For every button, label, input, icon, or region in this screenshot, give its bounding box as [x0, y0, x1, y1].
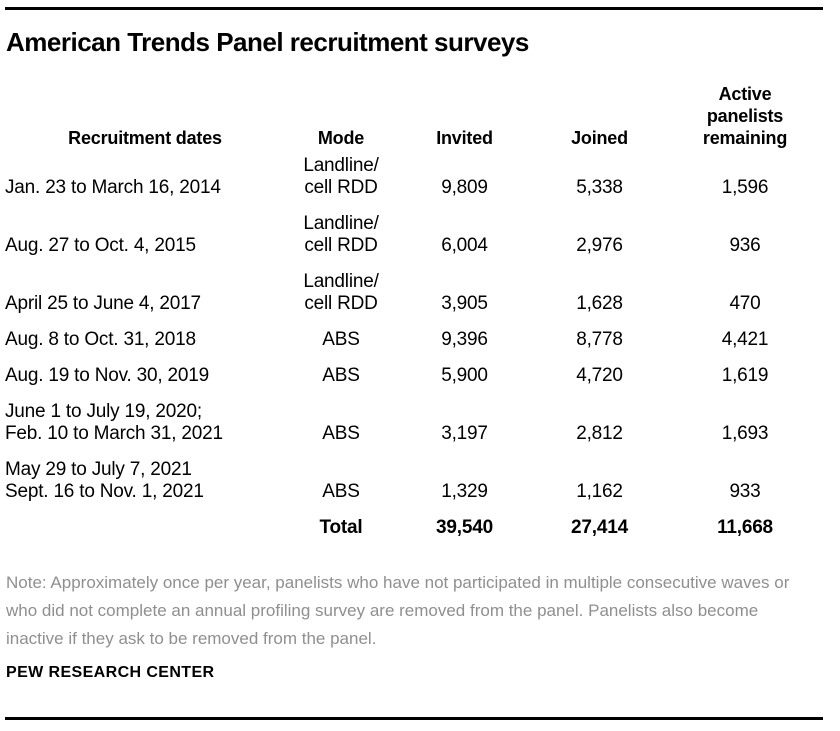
joined-cell: 2,812 — [576, 423, 623, 444]
date-line: Aug. 19 to Nov. 30, 2019 — [5, 365, 209, 386]
table-row: Jan. 23 to March 16, 2014 Landline/ cell… — [5, 155, 823, 213]
note-text: Note: Approximately once per year, panel… — [6, 573, 790, 648]
total-row: Total 39,540 27,414 11,668 — [5, 517, 823, 539]
date-line: June 1 to July 19, 2020; — [5, 401, 202, 422]
date-line: Aug. 27 to Oct. 4, 2015 — [5, 235, 196, 256]
invited-cell: 1,329 — [441, 481, 488, 502]
date-line: May 29 to July 7, 2021 — [5, 459, 192, 480]
mode-cell: ABS — [285, 401, 397, 459]
mode-line: ABS — [322, 329, 360, 350]
date-cell: Aug. 27 to Oct. 4, 2015 — [5, 213, 285, 271]
total-invited: 39,540 — [436, 517, 493, 538]
table-row: Aug. 8 to Oct. 31, 2018 ABS 9,396 8,778 … — [5, 329, 823, 365]
invited-cell: 6,004 — [441, 235, 488, 256]
date-line: Aug. 8 to Oct. 31, 2018 — [5, 329, 196, 350]
date-cell: April 25 to June 4, 2017 — [5, 271, 285, 329]
mode-line: Landline/ — [303, 213, 379, 234]
mode-line: ABS — [322, 365, 360, 386]
invited-cell: 3,905 — [441, 293, 488, 314]
mode-cell: ABS — [285, 459, 397, 517]
invited-cell: 3,197 — [441, 423, 488, 444]
date-line: Sept. 16 to Nov. 1, 2021 — [5, 481, 204, 502]
date-cell: May 29 to July 7, 2021 Sept. 16 to Nov. … — [5, 459, 285, 517]
mode-line: cell RDD — [304, 177, 378, 198]
joined-cell: 1,628 — [576, 293, 623, 314]
total-active: 11,668 — [717, 517, 773, 538]
date-cell: Jan. 23 to March 16, 2014 — [5, 155, 285, 213]
column-header-active-panelists: Active panelists remaining — [667, 83, 823, 155]
active-cell: 936 — [729, 235, 761, 256]
mode-line: Landline/ — [303, 155, 379, 176]
mode-cell: Landline/ cell RDD — [285, 155, 397, 213]
table-header-row: Recruitment dates Mode Invited Joined Ac… — [5, 83, 823, 155]
date-line: Jan. 23 to March 16, 2014 — [5, 177, 221, 198]
active-cell: 1,596 — [721, 177, 769, 198]
mode-line: cell RDD — [304, 293, 378, 314]
active-cell: 1,693 — [721, 423, 769, 444]
joined-cell: 8,778 — [576, 329, 623, 350]
table-row: Aug. 19 to Nov. 30, 2019 ABS 5,900 4,720… — [5, 365, 823, 401]
joined-cell: 1,162 — [576, 481, 623, 502]
column-header-invited: Invited — [436, 128, 493, 148]
mode-line: cell RDD — [304, 235, 378, 256]
column-header-active-panelists-label: Active panelists remaining — [702, 84, 788, 148]
column-header-joined: Joined — [571, 128, 628, 148]
total-label: Total — [319, 517, 363, 538]
recruitment-table: Recruitment dates Mode Invited Joined Ac… — [5, 83, 823, 539]
joined-cell: 2,976 — [576, 235, 623, 256]
joined-cell: 5,338 — [576, 177, 623, 198]
mode-cell: ABS — [285, 329, 397, 365]
date-cell: June 1 to July 19, 2020; Feb. 10 to Marc… — [5, 401, 285, 459]
date-cell: Aug. 8 to Oct. 31, 2018 — [5, 329, 285, 365]
source-label: PEW RESEARCH CENTER — [6, 664, 215, 681]
table-row: April 25 to June 4, 2017 Landline/ cell … — [5, 271, 823, 329]
table-row: June 1 to July 19, 2020; Feb. 10 to Marc… — [5, 401, 823, 459]
mode-cell: Landline/ cell RDD — [285, 271, 397, 329]
column-header-mode: Mode — [317, 128, 365, 148]
mode-line: ABS — [322, 481, 360, 502]
date-line: Feb. 10 to March 31, 2021 — [5, 423, 223, 444]
invited-cell: 9,809 — [441, 177, 488, 198]
top-rule — [5, 7, 823, 10]
mode-cell: ABS — [285, 365, 397, 401]
total-joined: 27,414 — [571, 517, 628, 538]
column-header-recruitment-dates: Recruitment dates — [68, 128, 222, 148]
table-row: Aug. 27 to Oct. 4, 2015 Landline/ cell R… — [5, 213, 823, 271]
active-cell: 933 — [729, 481, 761, 502]
active-cell: 1,619 — [721, 365, 769, 386]
table-row: May 29 to July 7, 2021 Sept. 16 to Nov. … — [5, 459, 823, 517]
invited-cell: 5,900 — [441, 365, 488, 386]
total-empty-cell — [5, 517, 285, 539]
invited-cell: 9,396 — [441, 329, 488, 350]
joined-cell: 4,720 — [576, 365, 623, 386]
mode-line: Landline/ — [303, 271, 379, 292]
mode-cell: Landline/ cell RDD — [285, 213, 397, 271]
active-cell: 4,421 — [721, 329, 769, 350]
date-line: April 25 to June 4, 2017 — [5, 293, 201, 314]
mode-line: ABS — [322, 423, 360, 444]
page-title: American Trends Panel recruitment survey… — [6, 27, 529, 57]
bottom-rule — [5, 717, 823, 720]
date-cell: Aug. 19 to Nov. 30, 2019 — [5, 365, 285, 401]
active-cell: 470 — [729, 293, 761, 314]
